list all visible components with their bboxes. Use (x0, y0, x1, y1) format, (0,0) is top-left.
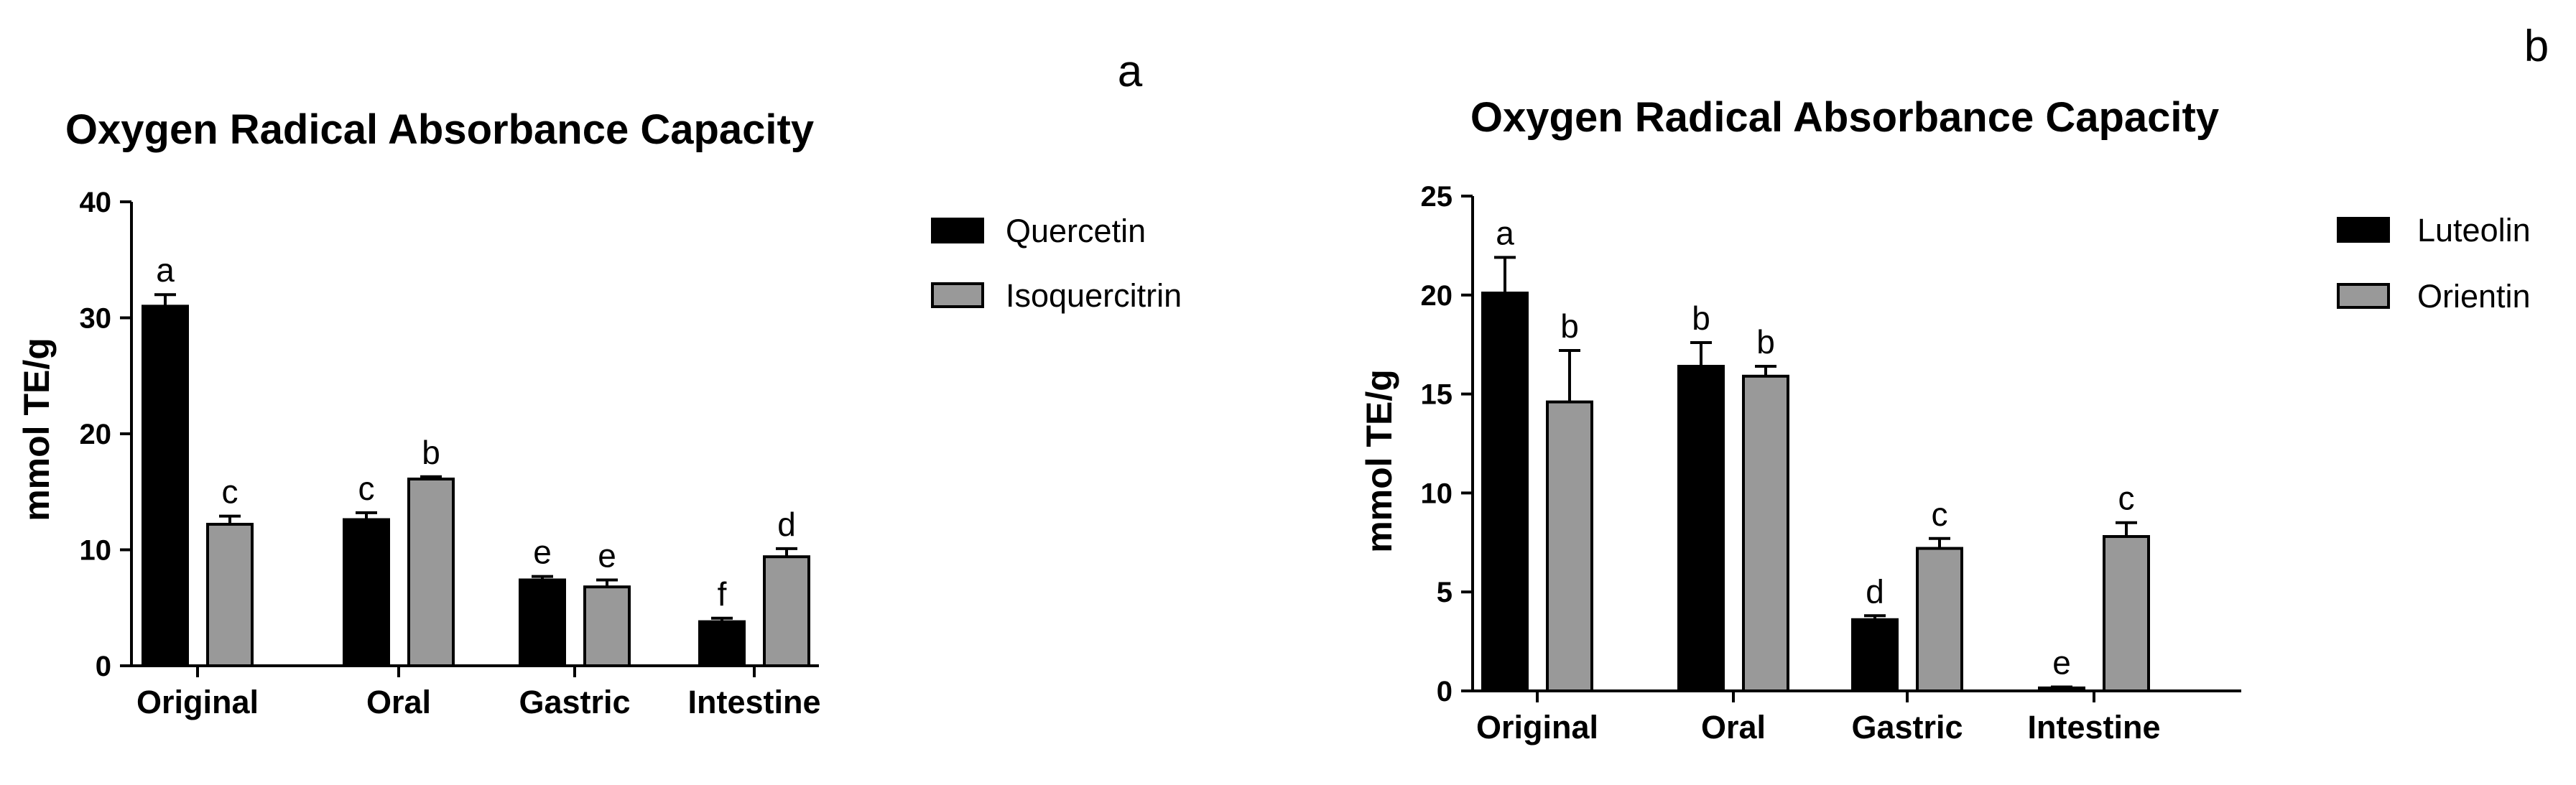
panel-a-plot: 0 10 20 30 40 a c Original c b Oral e e Gastric f d Inte… (80, 187, 1182, 720)
panel-a-ytick-label: 30 (80, 303, 112, 335)
panel-b-bar-orientin-gastric (1916, 547, 1963, 692)
panel-a-category-label: Original (136, 684, 259, 720)
panel-a-bar-quercetin-original (142, 305, 189, 667)
panel-b-significance-letter: a (1496, 214, 1514, 251)
panel-a-bar-isoquercitrin-intestine (763, 555, 810, 667)
panel-a-bar-quercetin-gastric (519, 578, 566, 667)
panel-a-bar-quercetin-oral (343, 518, 390, 668)
panel-b-ytick-label: 10 (1421, 478, 1453, 509)
panel-b-bar-orientin-original (1546, 400, 1593, 693)
panel-b-letter: b (2524, 22, 2549, 71)
panel-a-significance-letter: c (358, 470, 375, 507)
panel-b-plot: 0 5 10 15 20 25 a b Original b b Oral d c Gastric e c Int… (1421, 181, 2531, 745)
panel-b-significance-letter: e (2052, 644, 2071, 681)
panel-a-significance-letter: e (598, 537, 616, 574)
panel-b-significance-letter: c (1932, 496, 1948, 533)
panel-b-category-label: Gastric (1851, 709, 1963, 745)
panel-b-bar-luteolin-original (1481, 292, 1529, 692)
panel-a-ytick-label: 40 (80, 187, 112, 218)
panel-a-significance-letter: f (718, 575, 727, 613)
panel-b-category-label: Oral (1701, 709, 1766, 745)
panel-b-legend-swatch (2337, 283, 2390, 309)
panel-a-letter: a (1118, 47, 1143, 96)
panel-a-legend-label: Isoquercitrin (1006, 277, 1182, 314)
panel-b-ytick-label: 5 (1437, 577, 1453, 608)
panel-b-significance-letter: c (2118, 480, 2135, 517)
panel-a-significance-letter: e (533, 534, 552, 571)
panel-b-bar-orientin-oral (1742, 374, 1789, 693)
panel-b-category-label: Original (1476, 709, 1598, 745)
panel-b-significance-letter: b (1560, 307, 1579, 345)
panel-b-title: Oxygen Radical Absorbance Capacity (1470, 94, 2219, 141)
panel-b-legend-label: Orientin (2417, 278, 2531, 315)
panel-a-legend-swatch (931, 218, 984, 243)
panel-b-ytick-label: 0 (1437, 676, 1453, 707)
panel-b-significance-letter: d (1866, 572, 1884, 610)
panel-a-category-label: Gastric (519, 684, 630, 720)
panel-b-significance-letter: b (1692, 299, 1710, 337)
panel-b-category-label: Intestine (2027, 709, 2160, 745)
panel-a-ytick-label: 0 (96, 651, 111, 682)
panel-a-significance-letter: a (156, 251, 175, 289)
panel-b-bar-orientin-intestine (2103, 535, 2150, 692)
panel-a-ytick-label: 20 (80, 419, 112, 450)
panel-a-bar-isoquercitrin-oral (407, 477, 455, 667)
panel-b-bar-luteolin-oral (1677, 365, 1725, 692)
panel-b-ytick-label: 20 (1421, 280, 1453, 312)
panel-a-ytick-label: 10 (80, 535, 112, 567)
panel-a-significance-letter: c (222, 473, 238, 511)
panel-a-category-label: Oral (366, 684, 431, 720)
panel-b-ylabel: mmol TE/g (1359, 369, 1399, 553)
panel-a-bar-quercetin-intestine (698, 620, 746, 668)
panel-a-bar-isoquercitrin-gastric (583, 585, 631, 667)
panel-a-significance-letter: d (777, 506, 796, 543)
panel-a-legend-swatch (931, 282, 984, 308)
panel-a-significance-letter: b (422, 434, 440, 471)
panel-a-title: Oxygen Radical Absorbance Capacity (65, 106, 814, 153)
panel-b-legend-label: Luteolin (2417, 212, 2531, 248)
panel-a-ylabel: mmol TE/g (17, 338, 57, 521)
panel-b-ytick-label: 15 (1421, 379, 1453, 411)
panel-b-significance-letter: b (1756, 323, 1775, 361)
panel-a-category-label: Intestine (687, 684, 820, 720)
panel-a-legend-label: Quercetin (1006, 213, 1146, 249)
panel-b-bar-luteolin-gastric (1851, 618, 1899, 692)
panel-b-ytick-label: 25 (1421, 181, 1453, 213)
panel-a-bar-isoquercitrin-original (206, 522, 254, 667)
panel-b-legend-swatch (2337, 217, 2390, 243)
